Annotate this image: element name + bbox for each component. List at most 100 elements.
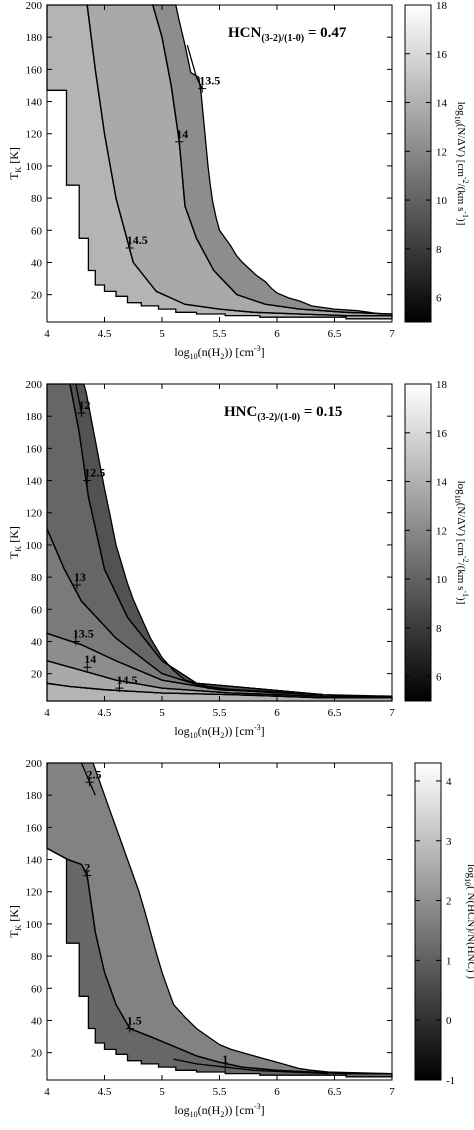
colorbar-tick-label: 12: [436, 146, 447, 158]
x-label-sup: -3: [254, 723, 261, 732]
y-tick-label: 140: [26, 855, 43, 867]
colorbar-label-sup: -1: [461, 590, 470, 597]
x-tick-label: 6: [274, 328, 280, 340]
y-tick-label: 160: [26, 822, 43, 834]
y-axis-label: TK [K]: [7, 147, 23, 180]
colorbar-label-part: ( N(HCN)/N(HNC) ): [465, 886, 474, 979]
colorbar-label-sup: -1: [461, 211, 470, 218]
x-label-part: log: [174, 724, 189, 738]
y-axis-label: TK [K]: [7, 905, 23, 938]
x-label-part: )) [cm: [224, 1103, 254, 1117]
x-tick-label: 6.5: [328, 707, 342, 719]
y-tick-label: 60: [31, 983, 43, 995]
contour-label: 12.5: [84, 466, 105, 480]
title-main: HCN: [228, 25, 262, 41]
x-label-sub: 10: [190, 1110, 198, 1119]
chart-panel-1: 14.5 14 13.5 4 4.5 5 5.5 6 6.5 7 20 40 60 80 100 120 140…: [7, 0, 470, 361]
y-tick-label: 40: [31, 257, 43, 269]
x-label-part: (n(H: [198, 724, 221, 738]
x-tick-label: 4: [44, 328, 50, 340]
y-tick-label: 20: [31, 1048, 43, 1060]
x-label-part: )) [cm: [224, 345, 254, 359]
x-tick-label: 5.5: [213, 328, 227, 340]
contour-marker: [77, 408, 86, 417]
y-tick-label: 40: [31, 1015, 43, 1027]
x-tick-label: 4: [44, 1086, 50, 1098]
contour-label: 13.5: [73, 626, 94, 640]
colorbar-label-sub: 10: [463, 878, 472, 886]
contour-marker: [125, 1024, 134, 1033]
contour-line: [173, 1058, 329, 1075]
colorbar-label-part: (N/ΔV) [cm: [455, 503, 467, 557]
y-label-part: T: [7, 551, 21, 559]
y-tick-label: 200: [26, 379, 43, 391]
x-label-sub: 2: [220, 731, 224, 740]
y-tick-label: 200: [26, 0, 43, 12]
contour-label: 2: [84, 861, 90, 875]
colorbar-tick-label: 12: [436, 525, 447, 537]
colorbar-label-sup: -2: [461, 556, 470, 563]
x-label-part: ]: [261, 345, 265, 359]
contour-line: [186, 45, 203, 89]
title-suffix: = 0.15: [300, 404, 342, 420]
x-tick-label: 5: [159, 707, 165, 719]
x-tick-label: 4.5: [98, 328, 112, 340]
colorbar-tick-label: 2: [446, 896, 452, 908]
y-tick-label: 100: [26, 919, 43, 931]
y-tick-label: 140: [26, 97, 43, 109]
colorbar: [414, 762, 442, 1081]
y-tick-label: 140: [26, 476, 43, 488]
y-label-sub: K: [14, 167, 23, 173]
contour-marker: [83, 476, 92, 485]
y-tick-label: 180: [26, 411, 43, 423]
y-tick-label: 20: [31, 669, 43, 681]
y-tick-label: 40: [31, 636, 43, 648]
x-axis-label: log10(n(H2)) [cm-3]: [174, 344, 264, 361]
contour-label: 12: [79, 398, 91, 412]
colorbar-label: log10( N(HCN)/N(HNC) ): [463, 864, 474, 979]
title-suffix: = 0.47: [304, 25, 347, 41]
x-axis-label: log10(n(H2)) [cm-3]: [174, 1102, 264, 1119]
x-tick-label: 5.5: [213, 1086, 227, 1098]
contour-label: 14.5: [116, 673, 137, 687]
y-label-part: T: [7, 172, 21, 180]
x-label-part: (n(H: [198, 1103, 221, 1117]
y-tick-label: 160: [26, 64, 43, 76]
y-tick-label: 20: [31, 290, 43, 302]
x-tick-label: 4.5: [98, 1086, 112, 1098]
colorbar-label-part: )]: [455, 597, 467, 604]
x-label-part: ]: [261, 724, 265, 738]
contour-line: [46, 660, 392, 697]
colorbar-label-part: /(km s: [455, 184, 467, 212]
colorbar-tick-label: 6: [436, 672, 442, 684]
y-axis-label: TK [K]: [7, 526, 23, 559]
x-label-part: (n(H: [198, 345, 221, 359]
y-label-sub: K: [14, 546, 23, 552]
y-tick-label: 100: [26, 540, 43, 552]
colorbar-tick-label: 0: [446, 1015, 452, 1027]
contour-label: 1: [222, 1052, 228, 1066]
colorbar-label: log10(N/ΔV) [cm-2/(km s-1)]: [453, 481, 470, 605]
contour-marker: [125, 243, 134, 252]
x-label-part: ]: [261, 1103, 265, 1117]
contour-label: 13: [74, 570, 86, 584]
colorbar-tick-label: 8: [436, 623, 442, 635]
y-tick-label: 80: [31, 951, 43, 963]
y-tick-label: 180: [26, 790, 43, 802]
colorbar: [404, 383, 432, 702]
contour-label: 1.5: [127, 1014, 142, 1028]
x-tick-label: 7: [389, 1086, 395, 1098]
y-tick-label: 160: [26, 443, 43, 455]
y-tick-label: 120: [26, 129, 43, 141]
title-sub: (3-2)/(1-0): [261, 33, 304, 44]
contour-label: 14: [176, 127, 188, 141]
contour-marker: [198, 84, 207, 93]
contour-marker: [85, 778, 94, 787]
colorbar-tick-label: 10: [436, 195, 448, 207]
x-tick-label: 5: [159, 328, 165, 340]
colorbar: [404, 4, 432, 323]
colorbar-label-part: log: [455, 102, 467, 117]
x-label-sub: 10: [190, 352, 198, 361]
x-tick-label: 5: [159, 1086, 165, 1098]
